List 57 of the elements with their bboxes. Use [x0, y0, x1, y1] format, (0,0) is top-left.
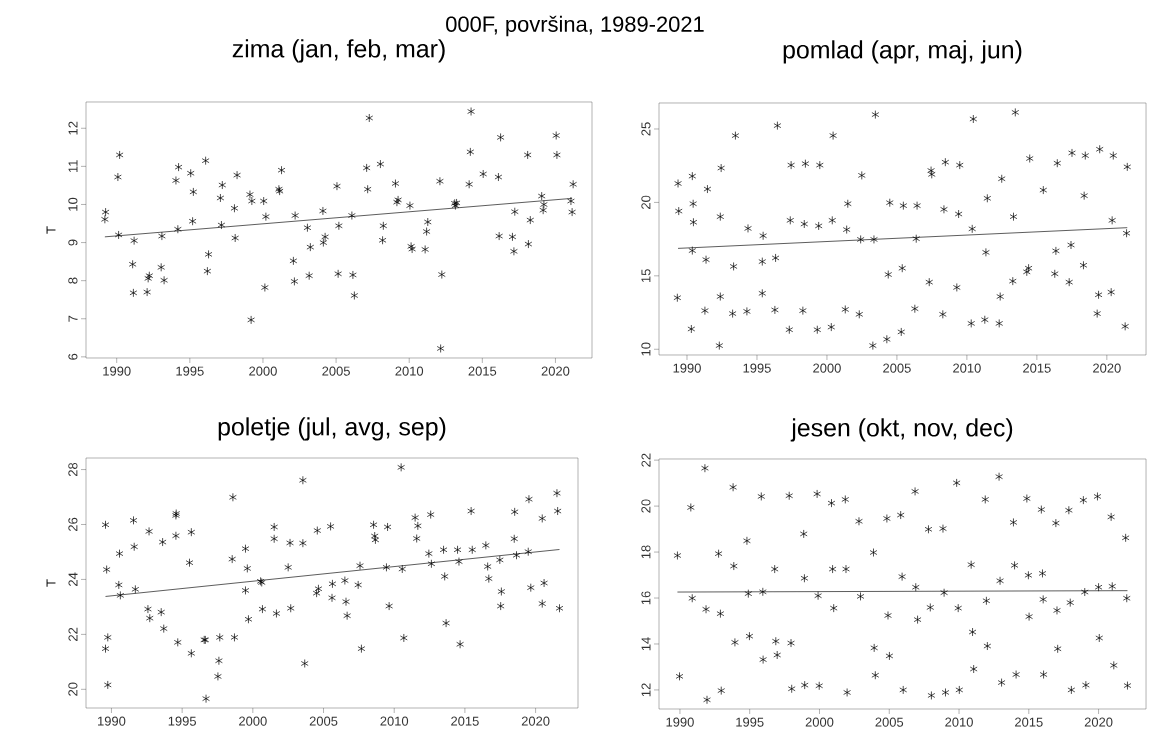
y-tick-label: 20 [641, 499, 651, 513]
y-tick-label: 9 [68, 239, 78, 246]
y-tick-label: 12 [641, 683, 651, 697]
x-tick-label: 2005 [883, 363, 911, 373]
x-tick-label: 2020 [1084, 717, 1113, 727]
chart-title: zima (jan, feb, mar) [232, 39, 445, 63]
x-tick-label: 1995 [176, 366, 204, 376]
chart-title: jesen (okt, nov, dec) [790, 418, 1013, 442]
y-tick-label: 12 [68, 121, 78, 135]
x-tick-label: 2020 [521, 716, 550, 726]
x-tick-label: 2015 [451, 716, 479, 726]
chart-title: pomlad (apr, maj, jun) [783, 40, 1022, 64]
y-tick-label: 15 [641, 269, 651, 283]
x-tick-label: 1995 [743, 363, 771, 373]
y-tick-label: 10 [641, 342, 651, 356]
y-tick-label: 24 [68, 572, 78, 586]
x-tick-label: 2005 [875, 717, 904, 727]
x-tick-label: 2000 [239, 716, 267, 726]
y-tick-label: 26 [68, 517, 78, 532]
y-axis-title: T [46, 226, 56, 234]
x-tick-label: 2010 [953, 363, 981, 373]
y-tick-label: 11 [68, 160, 78, 173]
y-tick-label: 6 [68, 353, 78, 360]
x-tick-label: 1990 [98, 716, 126, 726]
x-tick-label: 2000 [813, 363, 841, 373]
x-tick-label: 1995 [736, 717, 764, 727]
x-tick-label: 1990 [666, 717, 694, 727]
y-tick-label: 7 [68, 315, 78, 322]
x-tick-label: 2000 [249, 366, 277, 376]
x-tick-label: 2005 [309, 716, 338, 726]
text: 000F, površina, 1989-2021 [446, 15, 704, 37]
y-tick-label: 22 [68, 627, 78, 641]
x-tick-label: 2010 [945, 717, 973, 727]
y-tick-label: 18 [641, 545, 651, 559]
x-tick-label: 2010 [380, 716, 409, 726]
y-tick-label: 28 [68, 462, 78, 477]
x-tick-label: 2000 [805, 717, 834, 727]
x-tick-label: 2015 [468, 366, 497, 376]
y-tick-label: 10 [68, 197, 78, 211]
x-tick-label: 2015 [1023, 363, 1051, 373]
y-tick-label: 25 [641, 122, 651, 136]
x-tick-label: 2010 [395, 366, 424, 376]
y-tick-label: 8 [68, 277, 78, 284]
x-tick-label: 2020 [541, 366, 570, 376]
chart-title: poletje (jul, avg, sep) [218, 417, 446, 441]
y-axis-title: T [46, 579, 56, 587]
x-tick-label: 2015 [1015, 717, 1043, 727]
x-tick-label: 1990 [103, 366, 131, 376]
y-tick-label: 20 [641, 195, 651, 209]
x-tick-label: 2005 [322, 366, 350, 376]
y-tick-label: 22 [641, 453, 651, 467]
x-tick-label: 2020 [1093, 363, 1121, 373]
y-tick-label: 16 [641, 591, 651, 605]
x-tick-label: 1990 [673, 363, 701, 373]
x-tick-label: 1995 [168, 716, 196, 726]
y-tick-label: 14 [641, 637, 651, 651]
y-tick-label: 20 [68, 682, 78, 696]
